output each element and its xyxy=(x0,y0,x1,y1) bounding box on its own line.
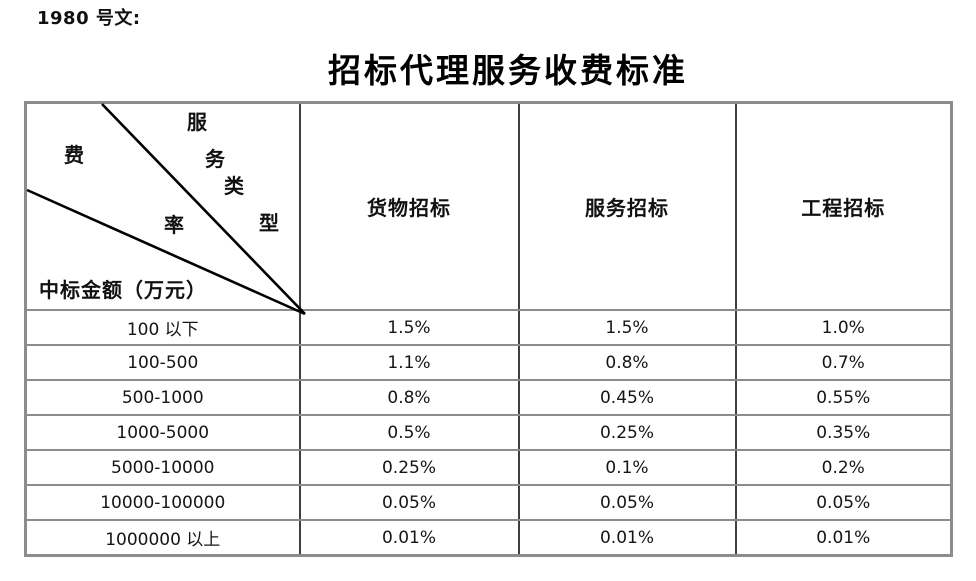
table-row: 1000-5000 0.5% 0.25% 0.35% xyxy=(24,414,953,451)
rate-cell: 0.35% xyxy=(734,414,953,451)
rate-cell: 1.5% xyxy=(517,309,737,346)
rate-cell: 0.2% xyxy=(734,449,953,486)
fee-standard-table: 服 务 类 型 费 率 中标金额（万元） 货物招标 服务招标 工程招标 100 … xyxy=(24,101,953,557)
amount-cell: 5000-10000 xyxy=(24,449,301,486)
header-row: 服 务 类 型 费 率 中标金额（万元） 货物招标 服务招标 工程招标 xyxy=(24,101,953,316)
page-title: 招标代理服务收费标准 xyxy=(328,51,688,90)
rate-cell: 0.25% xyxy=(298,449,520,486)
table-row: 500-1000 0.8% 0.45% 0.55% xyxy=(24,379,953,416)
table-row: 100-500 1.1% 0.8% 0.7% xyxy=(24,344,953,381)
table-row: 10000-100000 0.05% 0.05% 0.05% xyxy=(24,484,953,521)
rate-cell: 0.7% xyxy=(734,344,953,381)
column-header-goods: 货物招标 xyxy=(298,101,520,311)
corner-label-fee-rate-char: 费 xyxy=(64,143,84,167)
rate-cell: 1.0% xyxy=(734,309,953,346)
rate-cell: 0.25% xyxy=(517,414,737,451)
amount-cell: 1000000 以上 xyxy=(24,519,301,557)
rate-cell: 1.5% xyxy=(298,309,520,346)
table-row: 100 以下 1.5% 1.5% 1.0% xyxy=(24,309,953,346)
corner-label-service-type-char: 类 xyxy=(224,174,244,198)
rate-cell: 0.01% xyxy=(298,519,520,557)
amount-cell: 1000-5000 xyxy=(24,414,301,451)
rate-cell: 0.01% xyxy=(734,519,953,557)
corner-label-fee-rate-char: 率 xyxy=(164,213,184,237)
table-row: 5000-10000 0.25% 0.1% 0.2% xyxy=(24,449,953,486)
rate-cell: 0.01% xyxy=(517,519,737,557)
rate-cell: 0.05% xyxy=(298,484,520,521)
rate-cell: 0.05% xyxy=(734,484,953,521)
corner-label-service-type-char: 服 xyxy=(187,110,207,134)
rate-cell: 0.05% xyxy=(517,484,737,521)
diagonal-header-content: 服 务 类 型 费 率 中标金额（万元） xyxy=(26,103,306,316)
corner-label-bid-amount: 中标金额（万元） xyxy=(39,278,207,302)
rate-cell: 0.1% xyxy=(517,449,737,486)
diagonal-header-cell: 服 务 类 型 费 率 中标金额（万元） xyxy=(24,101,306,316)
amount-cell: 500-1000 xyxy=(24,379,301,416)
amount-cell: 100 以下 xyxy=(24,309,301,346)
rate-cell: 0.55% xyxy=(734,379,953,416)
rate-cell: 0.8% xyxy=(517,344,737,381)
corner-label-service-type-char: 型 xyxy=(259,211,279,235)
rate-cell: 0.45% xyxy=(517,379,737,416)
diagonal-divider-lines xyxy=(26,103,306,316)
rate-cell: 0.8% xyxy=(298,379,520,416)
rate-cell: 0.5% xyxy=(298,414,520,451)
amount-cell: 10000-100000 xyxy=(24,484,301,521)
rate-cell: 1.1% xyxy=(298,344,520,381)
amount-cell: 100-500 xyxy=(24,344,301,381)
doc-number: 1980 号文: xyxy=(37,8,141,29)
table-row: 1000000 以上 0.01% 0.01% 0.01% xyxy=(24,519,953,557)
column-header-engineering: 工程招标 xyxy=(734,101,953,311)
corner-label-service-type-char: 务 xyxy=(205,147,225,171)
column-header-service: 服务招标 xyxy=(517,101,737,311)
